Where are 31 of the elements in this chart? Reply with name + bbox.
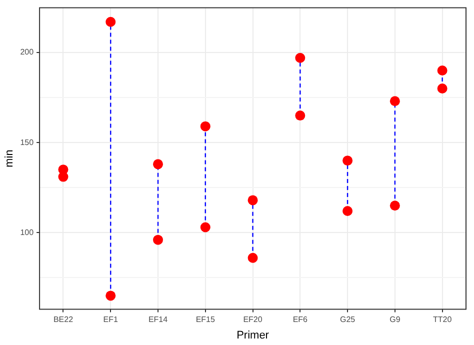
point [106,290,116,301]
point [342,206,353,216]
x-tick-label: EF6 [292,315,308,324]
x-tick-label: G9 [390,315,401,324]
point [295,110,306,121]
point [58,164,68,175]
point [153,159,164,170]
point [342,156,353,166]
y-tick-label: 200 [20,48,34,57]
x-tick-label: EF15 [196,315,216,324]
point [153,234,164,245]
x-tick-label: TT20 [432,315,452,324]
point [390,96,400,106]
x-tick-label: G25 [340,315,356,324]
x-tick-label: EF14 [148,315,168,324]
y-tick-label: 150 [20,138,34,147]
x-tick-label: BE22 [53,315,74,324]
x-tick-label: EF20 [243,315,263,324]
point [200,222,210,232]
point [437,84,448,94]
point [437,65,448,76]
point [390,200,400,211]
point [248,252,258,263]
point [200,121,210,132]
point [248,195,258,206]
point [106,16,116,27]
x-tick-label: EF1 [103,315,119,324]
x-axis-title: Primer [236,329,270,342]
y-axis-title: min [4,150,16,168]
point [295,52,306,63]
y-tick-label: 100 [20,228,34,237]
